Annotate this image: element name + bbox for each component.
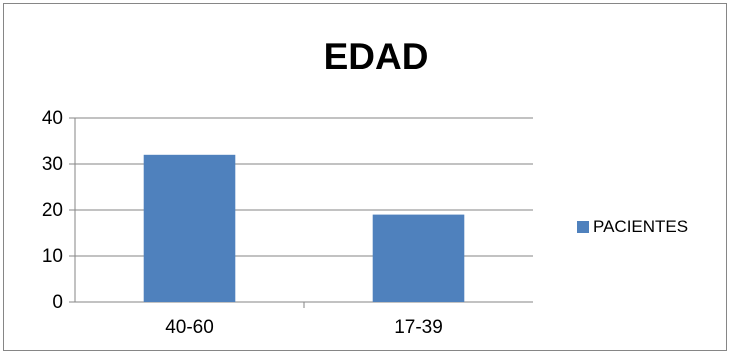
y-tick-label: 20 bbox=[42, 200, 63, 221]
chart-frame bbox=[3, 3, 727, 351]
bars bbox=[143, 154, 465, 302]
y-tick-label: 30 bbox=[42, 154, 63, 175]
legend: PACIENTES bbox=[577, 217, 688, 237]
bar bbox=[143, 154, 236, 302]
x-tick-label: 17-39 bbox=[394, 317, 443, 338]
x-tick-labels: 40-60 17-39 bbox=[165, 317, 443, 338]
y-tick-labels: 0 10 20 30 40 bbox=[42, 108, 63, 313]
y-tick-label: 0 bbox=[52, 292, 63, 313]
y-tick-label: 10 bbox=[42, 246, 63, 267]
legend-swatch bbox=[577, 221, 589, 233]
y-tick-label: 40 bbox=[42, 108, 63, 129]
bar bbox=[372, 214, 465, 302]
x-tick-label: 40-60 bbox=[165, 317, 214, 338]
chart-title: EDAD bbox=[323, 36, 429, 77]
legend-label: PACIENTES bbox=[593, 217, 689, 236]
